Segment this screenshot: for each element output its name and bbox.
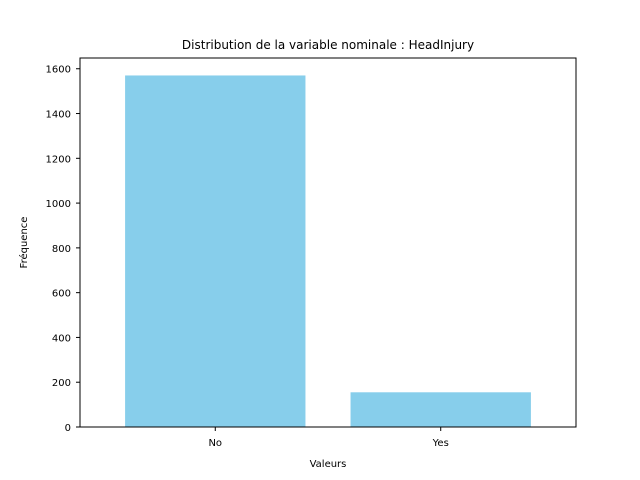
y-tick-label: 800: [52, 244, 71, 255]
chart-title: Distribution de la variable nominale : H…: [182, 38, 474, 52]
y-axis-title: Fréquence: [18, 217, 30, 269]
plot-area-frame: [79, 57, 577, 428]
y-tick-label: 1200: [46, 154, 71, 165]
x-axis-title: Valeurs: [310, 459, 347, 470]
bars-group: [125, 75, 531, 427]
y-tick-label: 200: [52, 378, 71, 389]
x-axis: No Yes: [208, 427, 449, 449]
x-tick-label: No: [208, 438, 222, 449]
bar-no: [125, 75, 306, 427]
y-tick-label: 400: [52, 333, 71, 344]
y-tick-label: 1600: [46, 65, 71, 76]
x-tick-label: Yes: [432, 438, 449, 449]
y-tick-label: 1400: [46, 110, 71, 121]
bar-yes: [350, 392, 531, 427]
y-axis: 0 200 400 600 800 1000 1200 1400 1600: [46, 65, 80, 434]
y-tick-label: 600: [52, 289, 71, 300]
y-tick-label: 0: [65, 423, 71, 434]
y-tick-label: 1000: [46, 199, 71, 210]
